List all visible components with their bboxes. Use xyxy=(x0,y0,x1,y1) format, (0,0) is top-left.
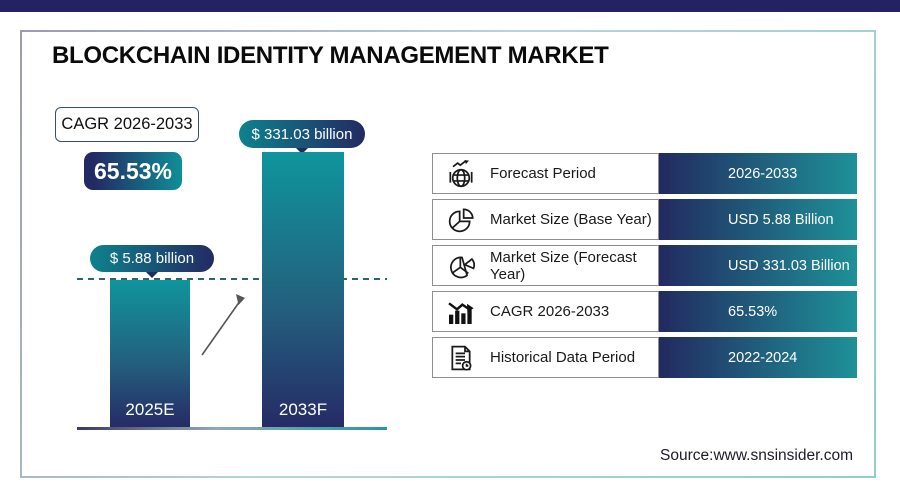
globe-growth-icon xyxy=(443,156,479,192)
bar-category-label: 2033F xyxy=(278,400,328,419)
table-value-cell: 2026-2033 xyxy=(659,153,857,194)
bar-value-callout-2033: $ 331.03 billion xyxy=(239,120,365,154)
table-key-cell: Market Size (Base Year) xyxy=(432,199,659,240)
table-key-cell: Market Size (Forecast Year) xyxy=(432,245,659,286)
table-value-cell: 2022-2024 xyxy=(659,337,857,378)
table-key-label: Historical Data Period xyxy=(490,349,636,366)
page-title: BLOCKCHAIN IDENTITY MANAGEMENT MARKET xyxy=(52,42,609,69)
table-key-cell: Historical Data Period xyxy=(432,337,659,378)
table-row: Forecast Period 2026-2033 xyxy=(432,153,857,194)
table-key-label: Forecast Period xyxy=(490,165,596,182)
table-row: Market Size (Base Year) USD 5.88 Billion xyxy=(432,199,857,240)
bar-2033: 2033F xyxy=(262,152,344,427)
bar-value-callout-2025: $ 5.88 billion xyxy=(90,245,214,278)
table-key-label: Market Size (Forecast Year) xyxy=(490,248,637,283)
bar-2025: 2025E xyxy=(110,280,190,427)
reference-dashed-line xyxy=(77,278,387,280)
top-accent-bar xyxy=(0,0,900,12)
table-row: Historical Data Period 2022-2024 xyxy=(432,337,857,378)
x-axis-line xyxy=(77,427,387,430)
table-row: CAGR 2026-2033 65.53% xyxy=(432,291,857,332)
content-frame: BLOCKCHAIN IDENTITY MANAGEMENT MARKET CA… xyxy=(20,30,876,478)
table-row: Market Size (Forecast Year) USD 331.03 B… xyxy=(432,245,857,286)
table-value-cell: USD 5.88 Billion xyxy=(659,199,857,240)
table-value-cell: USD 331.03 Billion xyxy=(659,245,857,286)
table-key-cell: CAGR 2026-2033 xyxy=(432,291,659,332)
pie-chart-icon xyxy=(443,202,479,238)
table-key-label: Market Size (Base Year) xyxy=(490,211,652,228)
source-credit: Source:www.snsinsider.com xyxy=(660,447,853,464)
market-summary-table: Forecast Period 2026-2033 Market Size (B… xyxy=(432,153,857,378)
cagr-period-box: CAGR 2026-2033 xyxy=(55,107,199,142)
cagr-value-badge: 65.53% xyxy=(84,152,182,190)
growth-arrow-icon xyxy=(201,294,245,356)
table-key-label: CAGR 2026-2033 xyxy=(490,303,610,320)
document-clock-icon xyxy=(443,340,479,376)
pie-chart-exploded-icon xyxy=(443,248,479,284)
bar-category-label: 2025E xyxy=(125,400,175,419)
table-key-cell: Forecast Period xyxy=(432,153,659,194)
table-value-cell: 65.53% xyxy=(659,291,857,332)
bar-chart-trend-icon xyxy=(443,294,479,330)
